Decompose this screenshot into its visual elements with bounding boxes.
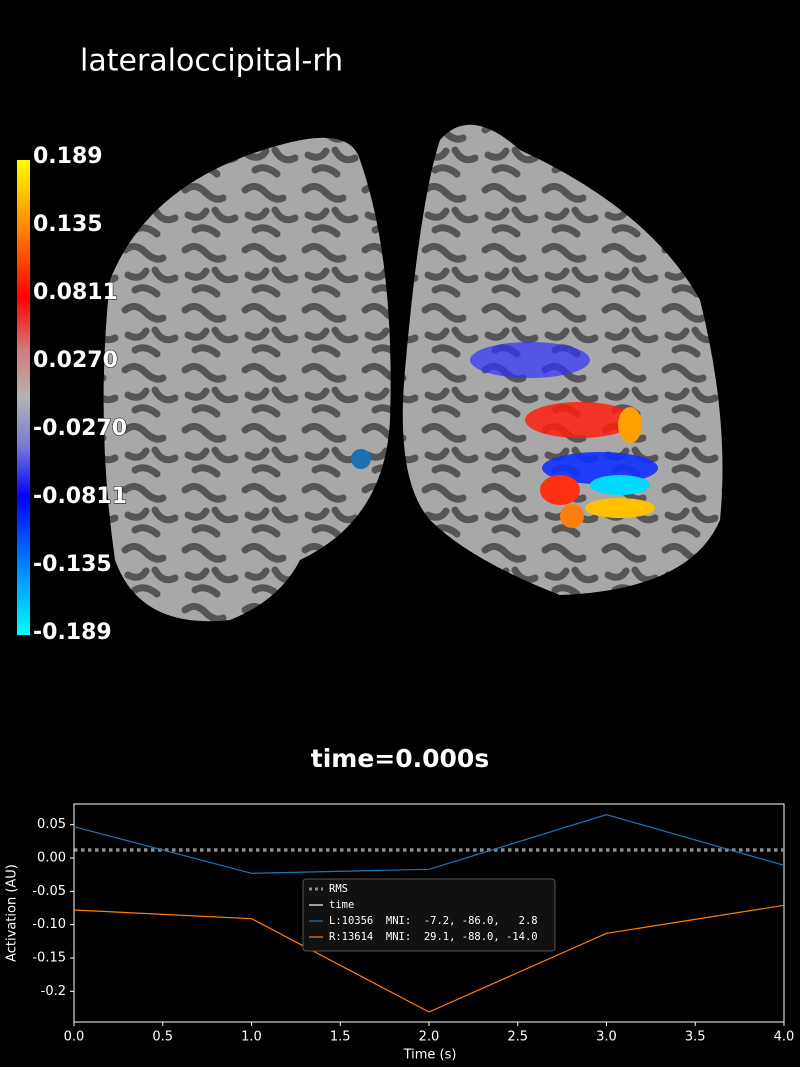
label-title: lateraloccipital-rh: [80, 44, 343, 79]
x-tick-label: 3.0: [596, 1030, 617, 1045]
y-tick-label: 0.00: [37, 851, 66, 866]
time-text: time=0.000s: [311, 744, 489, 773]
brain-render: [103, 124, 723, 622]
colorbar-label: -0.135: [33, 552, 112, 577]
colorbar-label: -0.0811: [33, 484, 127, 509]
colorbar-label: 0.0811: [33, 280, 118, 305]
series-line: [73, 814, 785, 874]
y-tick-label: -0.10: [32, 917, 66, 932]
legend-label: L:10356 MNI: -7.2, -86.0, 2.8: [329, 915, 538, 927]
colorbar: [17, 160, 30, 635]
colorbar-label: 0.135: [33, 212, 103, 237]
x-tick-label: 2.0: [419, 1030, 440, 1045]
y-axis-label: Activation (AU): [5, 864, 20, 962]
colorbar-label: 0.189: [33, 144, 103, 169]
x-tick-label: 0.0: [64, 1030, 85, 1045]
colorbar-label: -0.189: [33, 620, 112, 645]
legend-box: [302, 878, 556, 952]
colorbar-label: 0.0270: [33, 348, 118, 373]
legend-label: time: [329, 899, 354, 911]
colorbar-label: -0.0270: [33, 416, 127, 441]
y-tick-label: -0.2: [41, 984, 66, 999]
x-tick-label: 2.5: [507, 1030, 528, 1045]
x-tick-label: 4.0: [774, 1030, 795, 1045]
legend-label: R:13614 MNI: 29.1, -88.0, -14.0: [329, 931, 538, 943]
x-tick-label: 3.5: [685, 1030, 706, 1045]
x-tick-label: 1.0: [241, 1030, 262, 1045]
legend-label: RMS: [329, 883, 348, 895]
x-tick-label: 1.5: [330, 1030, 351, 1045]
y-tick-label: -0.15: [32, 951, 66, 966]
x-tick-label: 0.5: [152, 1030, 173, 1045]
y-tick-label: 0.05: [37, 817, 66, 832]
series-line: [73, 904, 785, 1013]
x-axis-label: Time (s): [403, 1048, 457, 1063]
y-tick-label: -0.05: [32, 884, 66, 899]
